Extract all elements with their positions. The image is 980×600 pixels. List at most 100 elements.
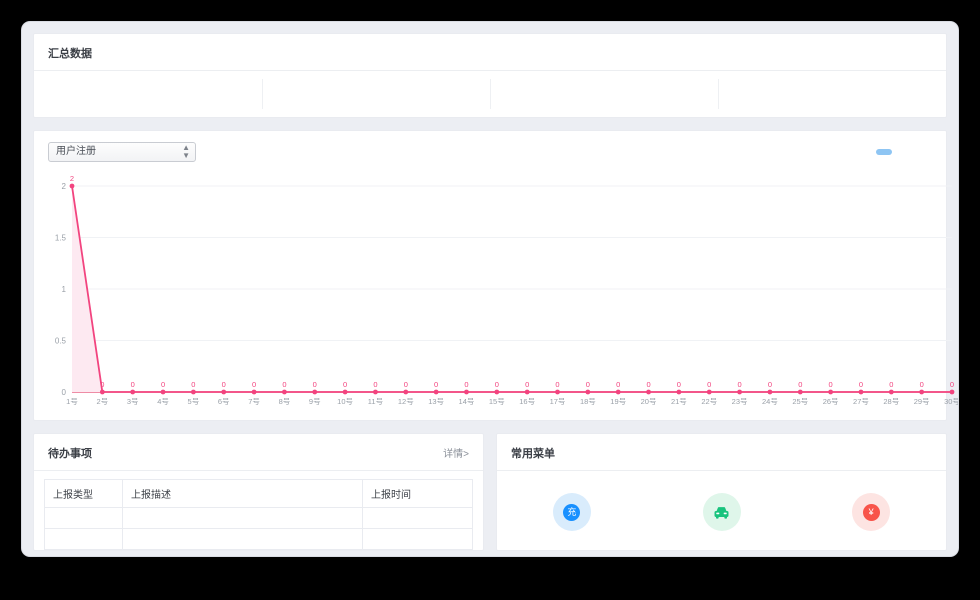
svg-text:1: 1 (62, 285, 67, 294)
range-tab[interactable] (916, 149, 932, 155)
svg-text:2: 2 (70, 174, 74, 183)
svg-text:30号: 30号 (944, 397, 958, 406)
summary-stat (490, 71, 718, 117)
yuan-icon: ¥ (862, 503, 880, 521)
range-tabs (876, 149, 932, 155)
svg-text:0: 0 (768, 380, 772, 389)
chevron-updown-icon: ▲ ▼ (182, 143, 190, 160)
svg-text:0: 0 (252, 380, 256, 389)
metric-select[interactable]: 用户注册 ▲ ▼ (48, 142, 196, 162)
cell-type (44, 507, 123, 529)
svg-text:0: 0 (191, 380, 195, 389)
svg-text:22号: 22号 (701, 397, 717, 406)
cell-time (362, 528, 473, 550)
chart-plot-area: 0 0.5 1 1.5 2 2 1号 0 2号 0 3号 0 4号 0 5号 0 6号 0 7号 0 8号 0 9号 0 10号… (42, 170, 958, 418)
svg-text:27号: 27号 (853, 397, 869, 406)
car-icon-background (702, 493, 741, 531)
line-chart-svg: 00.511.5221号02号03号04号05号06号07号08号09号010号… (55, 174, 958, 406)
svg-text:20号: 20号 (641, 397, 657, 406)
svg-text:0: 0 (707, 380, 711, 389)
svg-text:17号: 17号 (550, 397, 566, 406)
table-header-row: 上报类型 上报描述 上报时间 (44, 479, 473, 508)
svg-text:5号: 5号 (188, 397, 200, 406)
svg-text:3号: 3号 (127, 397, 139, 406)
svg-text:23号: 23号 (732, 397, 748, 406)
svg-text:0: 0 (222, 380, 226, 389)
table-row[interactable] (44, 507, 473, 529)
column-header-time: 上报时间 (362, 479, 473, 508)
summary-stat (262, 71, 490, 117)
svg-text:0.5: 0.5 (55, 337, 67, 346)
todo-title-text: 待办事项 (48, 448, 92, 460)
svg-text:7号: 7号 (248, 397, 260, 406)
recharge-icon: 充 (563, 503, 581, 521)
svg-text:11号: 11号 (368, 397, 383, 406)
menu-panel-title: 常用菜单 (497, 434, 946, 471)
summary-panel: 汇总数据 (33, 33, 947, 118)
svg-text:26号: 26号 (823, 397, 839, 406)
menu-item[interactable] (647, 493, 797, 531)
cell-desc (122, 507, 363, 529)
svg-text:14号: 14号 (459, 397, 475, 406)
svg-text:24号: 24号 (762, 397, 778, 406)
svg-text:0: 0 (131, 380, 135, 389)
svg-text:0: 0 (525, 380, 529, 389)
svg-text:0: 0 (343, 380, 347, 389)
svg-text:0: 0 (282, 380, 286, 389)
summary-stat (34, 71, 262, 117)
todo-panel: 待办事项 详情> 上报类型 上报描述 上报时间 (33, 433, 484, 551)
range-tab[interactable] (876, 149, 892, 155)
svg-text:1号: 1号 (66, 397, 78, 406)
svg-text:0: 0 (313, 380, 317, 389)
svg-text:28号: 28号 (883, 397, 899, 406)
recharge-icon-background: 充 (552, 493, 591, 531)
cell-desc (122, 528, 363, 550)
todo-more-link[interactable]: 详情> (443, 449, 469, 460)
svg-text:9号: 9号 (309, 397, 321, 406)
svg-text:18号: 18号 (580, 397, 596, 406)
svg-text:12号: 12号 (398, 397, 414, 406)
svg-text:6号: 6号 (218, 397, 230, 406)
svg-text:0: 0 (586, 380, 590, 389)
svg-text:0: 0 (889, 380, 893, 389)
svg-text:19号: 19号 (610, 397, 626, 406)
svg-text:0: 0 (829, 380, 833, 389)
svg-text:0: 0 (100, 380, 104, 389)
svg-text:0: 0 (920, 380, 924, 389)
cell-time (362, 507, 473, 529)
svg-text:10号: 10号 (337, 397, 353, 406)
svg-text:0: 0 (859, 380, 863, 389)
table-row[interactable] (44, 528, 473, 550)
svg-text:0: 0 (404, 380, 408, 389)
svg-text:0: 0 (161, 380, 165, 389)
svg-text:15号: 15号 (489, 397, 505, 406)
summary-panel-title: 汇总数据 (34, 34, 946, 71)
cell-type (44, 528, 123, 550)
svg-text:4号: 4号 (157, 397, 169, 406)
dashboard-scroll-content: 汇总数据 用户注册 ▲ ▼ 0 0.5 1 1.5 2 2 1号 0 2号 0 3号 0 4号 0 5号 0 6号… (22, 33, 958, 551)
svg-text:21号: 21号 (671, 397, 687, 406)
summary-stat (718, 71, 946, 117)
svg-text:8号: 8号 (279, 397, 291, 406)
chart-toolbar: 用户注册 ▲ ▼ (34, 131, 946, 170)
column-header-type: 上报类型 (44, 479, 123, 508)
menu-item[interactable]: 充 (497, 493, 647, 531)
svg-text:0: 0 (495, 380, 499, 389)
svg-text:0: 0 (62, 388, 67, 397)
todo-table-body (44, 507, 473, 550)
metric-select-value: 用户注册 (56, 146, 96, 157)
bottom-row: 待办事项 详情> 上报类型 上报描述 上报时间 常用菜单 充 ¥ (22, 433, 958, 551)
menu-panel: 常用菜单 充 ¥ (496, 433, 947, 551)
dashboard-viewport: 汇总数据 用户注册 ▲ ▼ 0 0.5 1 1.5 2 2 1号 0 2号 0 3号 0 4号 0 5号 0 6号… (22, 22, 958, 556)
svg-text:1.5: 1.5 (55, 234, 67, 243)
yuan-icon-background: ¥ (852, 493, 891, 531)
svg-text:0: 0 (434, 380, 438, 389)
range-tab[interactable] (896, 149, 912, 155)
todo-table-head: 上报类型 上报描述 上报时间 (44, 479, 473, 508)
svg-text:13号: 13号 (428, 397, 444, 406)
menu-item[interactable]: ¥ (796, 493, 946, 531)
menu-items-row: 充 ¥ (497, 471, 946, 531)
summary-stats-row (34, 71, 946, 117)
todo-table: 上报类型 上报描述 上报时间 (44, 479, 473, 550)
svg-text:25号: 25号 (792, 397, 808, 406)
